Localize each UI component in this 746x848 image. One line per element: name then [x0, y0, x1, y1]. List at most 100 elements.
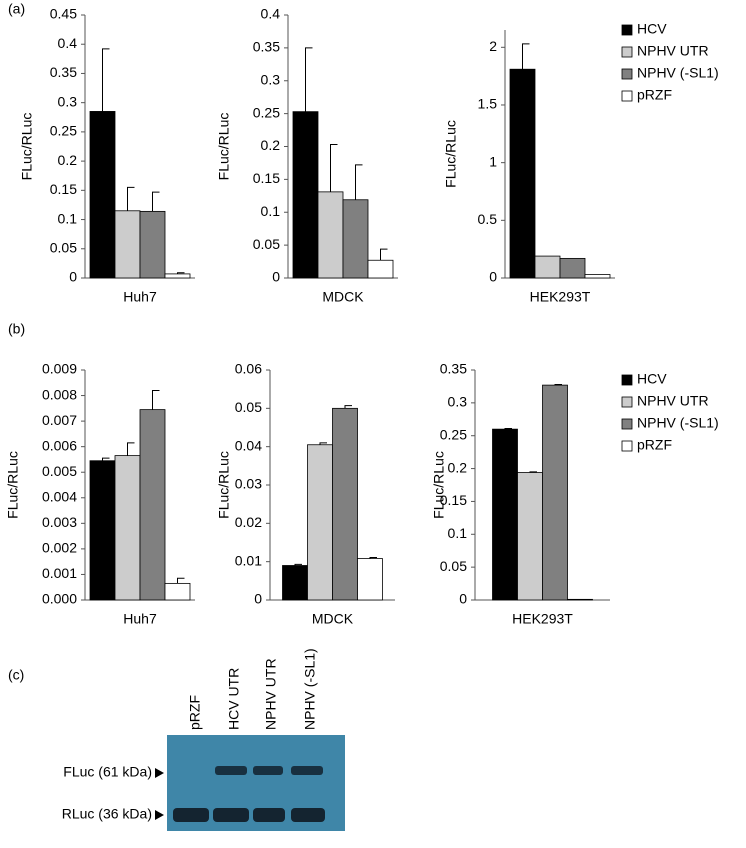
error-bar	[152, 389, 160, 410]
x-tick-label: MDCK	[322, 289, 364, 305]
bar	[492, 428, 518, 601]
error-bar	[380, 248, 388, 261]
band	[291, 766, 323, 775]
error-bar	[355, 164, 363, 200]
y-tick-label: 0.1	[261, 203, 281, 219]
y-tick-label: 0.03	[235, 476, 262, 492]
lane-label: HCV UTR	[226, 668, 242, 730]
bar	[139, 210, 166, 279]
error-bar	[102, 48, 110, 112]
legend-swatch	[621, 24, 633, 36]
band-label: FLuc (61 kDa)	[63, 764, 152, 780]
lane-label: NPHV (-SL1)	[302, 648, 318, 730]
y-axis-label: FLuc/RLuc	[431, 451, 447, 519]
bar	[164, 273, 191, 279]
arrow	[155, 768, 164, 778]
bar	[542, 384, 568, 601]
y-tick-label: 0.15	[50, 181, 77, 197]
y-axis-label: FLuc/RLuc	[19, 113, 35, 181]
legend-swatch	[621, 90, 633, 102]
error-bar	[529, 471, 537, 473]
bar	[282, 565, 308, 601]
bar	[89, 111, 116, 279]
legend-swatch	[621, 418, 633, 430]
y-tick-label: 0.35	[253, 39, 280, 55]
error-bar	[127, 186, 135, 211]
legend-swatch	[621, 374, 633, 386]
y-tick-label: 0.006	[42, 437, 77, 453]
y-tick-label: 0.001	[42, 565, 77, 581]
y-tick-label: 0.000	[42, 591, 77, 607]
x-tick-label: MDCK	[312, 611, 354, 627]
bar	[559, 257, 586, 279]
y-tick-label: 0.06	[235, 361, 262, 377]
lane-label: pRZF	[187, 695, 203, 730]
x-tick-label: HEK293T	[512, 611, 573, 627]
y-tick-label: 0.1	[448, 525, 468, 541]
y-tick-label: 0.005	[42, 463, 77, 479]
y-tick-label: 0.05	[50, 239, 77, 255]
panel-label: (a)	[8, 1, 25, 17]
y-tick-label: 2	[489, 38, 497, 54]
y-tick-label: 0.05	[440, 558, 467, 574]
legend-label: NPHV (-SL1)	[637, 65, 719, 81]
bar	[332, 407, 358, 601]
y-tick-label: 0	[69, 269, 77, 285]
legend-label: NPHV UTR	[637, 393, 709, 409]
y-tick-label: 0.15	[440, 492, 467, 508]
bar	[517, 472, 543, 601]
y-tick-label: 0.35	[440, 361, 467, 377]
legend-swatch	[621, 440, 633, 452]
legend-label: NPHV (-SL1)	[637, 415, 719, 431]
y-tick-label: 0.3	[58, 93, 78, 109]
legend-swatch	[621, 46, 633, 58]
y-tick-label: 0.1	[58, 210, 78, 226]
bar	[534, 255, 561, 279]
y-tick-label: 0.35	[50, 64, 77, 80]
error-bar	[177, 272, 185, 274]
y-tick-label: 0.008	[42, 386, 77, 402]
bar	[584, 274, 611, 279]
error-bar	[177, 577, 185, 584]
y-tick-label: 0.05	[253, 236, 280, 252]
legend-label: pRZF	[637, 87, 672, 103]
y-tick-label: 0.25	[440, 426, 467, 442]
bar	[164, 582, 191, 601]
error-bar	[344, 405, 352, 409]
band	[213, 808, 249, 822]
y-tick-label: 0.5	[478, 211, 498, 227]
y-tick-label: 0.25	[253, 104, 280, 120]
y-axis-label: FLuc/RLuc	[216, 113, 232, 181]
y-tick-label: 0.45	[50, 6, 77, 22]
error-bar	[319, 442, 327, 445]
panel-label: (c)	[8, 667, 24, 683]
band	[253, 766, 283, 775]
bar	[342, 199, 369, 279]
bar	[114, 210, 141, 279]
error-bar	[369, 556, 377, 559]
y-tick-label: 0.007	[42, 412, 77, 428]
x-tick-label: HEK293T	[530, 289, 591, 305]
y-tick-label: 0.004	[42, 488, 77, 504]
bar	[307, 444, 333, 601]
legend-label: NPHV UTR	[637, 43, 709, 59]
y-axis-label: FLuc/RLuc	[5, 451, 21, 519]
y-tick-label: 0.002	[42, 540, 77, 556]
y-tick-label: 0.3	[448, 394, 468, 410]
legend-label: HCV	[637, 371, 667, 387]
y-axis-label: FLuc/RLuc	[443, 120, 459, 188]
band	[253, 808, 285, 822]
error-bar	[330, 144, 338, 192]
y-tick-label: 0.4	[58, 35, 78, 51]
lane-label: NPHV UTR	[263, 658, 279, 730]
panel-label: (b)	[8, 321, 25, 337]
legend-label: HCV	[637, 21, 667, 37]
band	[215, 766, 247, 775]
error-bar	[522, 43, 530, 70]
bar	[89, 460, 116, 601]
error-bar	[504, 427, 512, 430]
y-tick-label: 0.04	[235, 437, 262, 453]
y-tick-label: 0.4	[261, 6, 281, 22]
y-tick-label: 0	[489, 269, 497, 285]
